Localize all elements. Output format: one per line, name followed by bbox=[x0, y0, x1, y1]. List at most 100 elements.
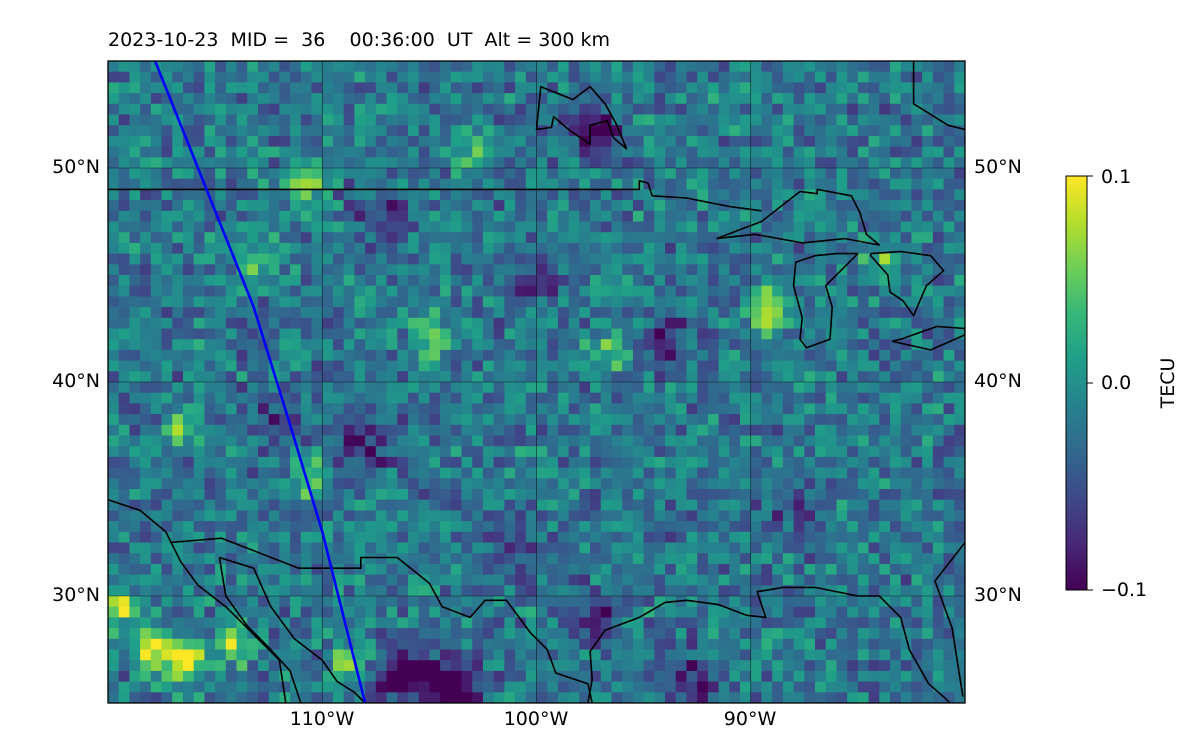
heatmap-cell bbox=[815, 649, 827, 661]
heatmap-cell bbox=[482, 61, 495, 73]
heatmap-cell bbox=[482, 339, 495, 351]
heatmap-cell bbox=[129, 221, 141, 233]
heatmap-cell bbox=[418, 210, 430, 223]
heatmap-cell bbox=[290, 253, 302, 265]
heatmap-cell bbox=[590, 114, 602, 126]
heatmap-cell bbox=[450, 264, 463, 276]
heatmap-cell bbox=[493, 403, 505, 415]
heatmap-cell bbox=[108, 157, 120, 169]
heatmap-cell bbox=[847, 692, 859, 703]
heatmap-cell bbox=[440, 392, 452, 404]
heatmap-cell bbox=[568, 125, 580, 137]
heatmap-cell bbox=[793, 510, 805, 522]
heatmap-cell bbox=[279, 307, 291, 319]
heatmap-cell bbox=[943, 125, 955, 137]
heatmap-cell bbox=[150, 360, 163, 372]
heatmap-cell bbox=[922, 638, 934, 651]
heatmap-cell bbox=[108, 178, 120, 190]
heatmap-cell bbox=[225, 82, 238, 94]
heatmap-cell bbox=[697, 574, 709, 586]
heatmap-cell bbox=[761, 382, 773, 394]
heatmap-cell bbox=[922, 531, 934, 544]
heatmap-cell bbox=[868, 403, 880, 415]
heatmap-cell bbox=[118, 649, 131, 661]
heatmap-cell bbox=[268, 660, 280, 672]
heatmap-cell bbox=[686, 71, 698, 83]
heatmap-cell bbox=[857, 435, 870, 447]
heatmap-cell bbox=[932, 521, 945, 533]
heatmap-cell bbox=[204, 510, 216, 522]
heatmap-cell bbox=[707, 414, 720, 426]
heatmap-cell bbox=[354, 221, 366, 233]
heatmap-cell bbox=[590, 628, 602, 640]
heatmap-cell bbox=[665, 339, 677, 351]
heatmap-cell bbox=[440, 638, 452, 651]
heatmap-cell bbox=[600, 596, 613, 608]
heatmap-cell bbox=[675, 157, 688, 169]
heatmap-cell bbox=[257, 339, 270, 351]
heatmap-cell bbox=[557, 617, 570, 629]
heatmap-cell bbox=[407, 210, 420, 223]
heatmap-cell bbox=[568, 200, 580, 212]
heatmap-cell bbox=[557, 371, 570, 383]
heatmap-cell bbox=[782, 157, 795, 169]
heatmap-cell bbox=[643, 125, 655, 137]
heatmap-cell bbox=[890, 638, 902, 651]
heatmap-cell bbox=[815, 510, 827, 522]
heatmap-cell bbox=[611, 253, 623, 265]
heatmap-cell bbox=[236, 585, 248, 597]
heatmap-cell bbox=[450, 232, 463, 244]
heatmap-cell bbox=[547, 285, 559, 297]
heatmap-cell bbox=[622, 521, 634, 533]
heatmap-cell bbox=[407, 392, 420, 404]
heatmap-cell bbox=[354, 146, 366, 158]
heatmap-cell bbox=[879, 210, 891, 223]
heatmap-cell bbox=[675, 531, 688, 544]
heatmap-cell bbox=[761, 606, 773, 618]
heatmap-cell bbox=[129, 467, 141, 479]
heatmap-cell bbox=[815, 275, 827, 287]
heatmap-cell bbox=[450, 168, 463, 180]
heatmap-cell bbox=[686, 403, 698, 415]
lat-label-right-50: 50°N bbox=[974, 156, 1022, 178]
heatmap-cell bbox=[515, 638, 527, 651]
heatmap-cell bbox=[172, 242, 184, 255]
heatmap-cell bbox=[890, 414, 902, 426]
heatmap-cell bbox=[740, 392, 752, 404]
heatmap-cell bbox=[279, 71, 291, 83]
heatmap-cell bbox=[632, 670, 645, 683]
heatmap-cell bbox=[536, 93, 548, 105]
heatmap-cell bbox=[150, 200, 163, 212]
heatmap-cell bbox=[761, 339, 773, 351]
heatmap-cell bbox=[129, 510, 141, 522]
heatmap-cell bbox=[740, 531, 752, 544]
heatmap-cell bbox=[204, 456, 216, 469]
heatmap-cell bbox=[375, 424, 388, 437]
heatmap-cell bbox=[632, 285, 645, 297]
heatmap-cell bbox=[204, 531, 216, 544]
heatmap-cell bbox=[675, 307, 688, 319]
heatmap-cell bbox=[418, 510, 430, 522]
heatmap-cell bbox=[332, 61, 345, 73]
heatmap-cell bbox=[140, 499, 152, 511]
heatmap-cell bbox=[600, 392, 613, 404]
heatmap-cell bbox=[793, 617, 805, 629]
heatmap-cell bbox=[225, 296, 238, 308]
heatmap-cell bbox=[557, 275, 570, 287]
heatmap-cell bbox=[579, 660, 591, 672]
heatmap-cell bbox=[632, 82, 645, 94]
heatmap-cell bbox=[129, 382, 141, 394]
heatmap-cell bbox=[515, 649, 527, 661]
heatmap-cell bbox=[204, 382, 216, 394]
heatmap-cell bbox=[429, 296, 441, 308]
heatmap-cell bbox=[943, 542, 955, 554]
heatmap-cell bbox=[686, 628, 698, 640]
heatmap-cell bbox=[932, 446, 945, 458]
heatmap-cell bbox=[450, 467, 463, 479]
heatmap-cell bbox=[386, 146, 398, 158]
heatmap-cell bbox=[686, 103, 698, 116]
heatmap-cell bbox=[225, 414, 238, 426]
heatmap-cell bbox=[922, 424, 934, 437]
heatmap-cell bbox=[857, 403, 870, 415]
heatmap-cell bbox=[418, 221, 430, 233]
